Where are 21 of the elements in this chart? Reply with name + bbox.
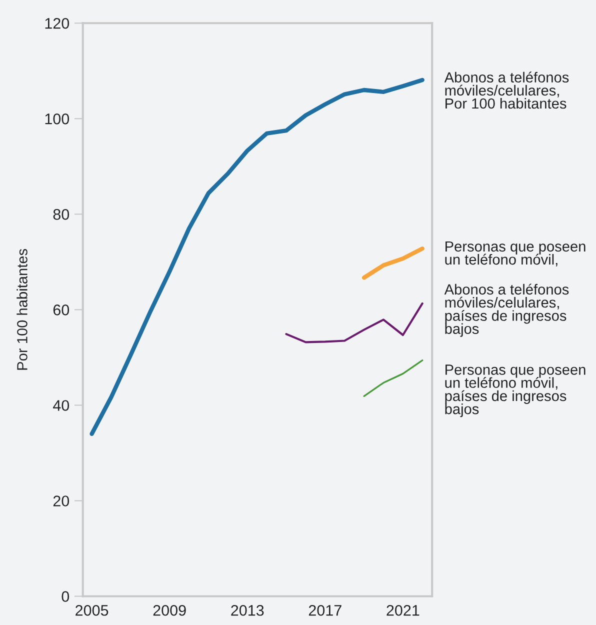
series-label: Personas que poseen un teléfono móvil, países de ingresos bajos xyxy=(445,364,586,418)
line-series xyxy=(285,302,424,344)
x-tick-label: 2013 xyxy=(231,604,264,616)
x-tick-label: 2017 xyxy=(308,604,342,616)
series-label: Abonos a teléfonos móviles/celulares, países de ingresos bajos xyxy=(444,284,569,337)
line-series xyxy=(90,78,424,436)
x-tick-label: 2005 xyxy=(76,604,108,616)
y-tick-label: 20 xyxy=(53,496,70,506)
series-label: Abonos a teléfonos móviles/celulares, Por 100 habitantes xyxy=(444,72,569,109)
y-tick-label: 120 xyxy=(45,18,70,29)
x-tick-label: 2009 xyxy=(153,604,186,616)
y-tick-label: 80 xyxy=(53,209,70,220)
y-tick-label: 40 xyxy=(53,400,70,411)
series-label: Personas que poseen un teléfono móvil, xyxy=(445,241,586,266)
line-series xyxy=(362,246,424,280)
y-tick-label: 0 xyxy=(62,591,70,602)
y-tick-label: 100 xyxy=(45,114,70,124)
y-axis-title: Por 100 habitantes xyxy=(16,248,28,370)
line-series xyxy=(363,359,424,397)
y-tick-label: 60 xyxy=(53,304,70,316)
x-tick-label: 2021 xyxy=(386,604,420,616)
